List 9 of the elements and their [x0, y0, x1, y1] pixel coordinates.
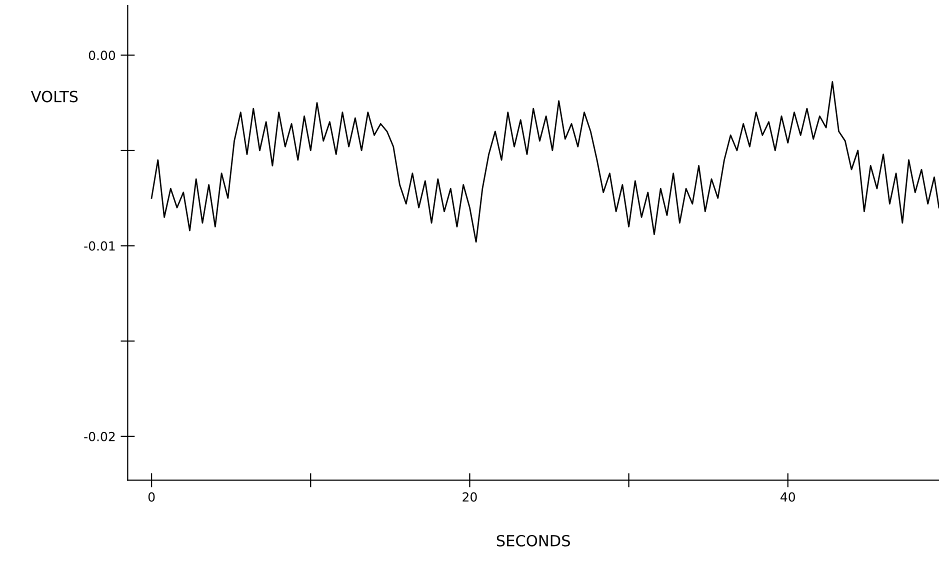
- y-tick-label: -0.01: [84, 241, 115, 251]
- x-axis-title: SECONDS: [496, 534, 570, 546]
- x-tick-label: 20: [462, 492, 477, 502]
- x-tick-label: 40: [780, 492, 795, 502]
- y-tick-label: 0.00: [88, 50, 116, 60]
- line-series: [150, 81, 939, 243]
- y-axis-title: VOLTS: [30, 90, 78, 102]
- x-tick-label: 0: [148, 492, 155, 502]
- y-tick-label: -0.02: [84, 432, 115, 442]
